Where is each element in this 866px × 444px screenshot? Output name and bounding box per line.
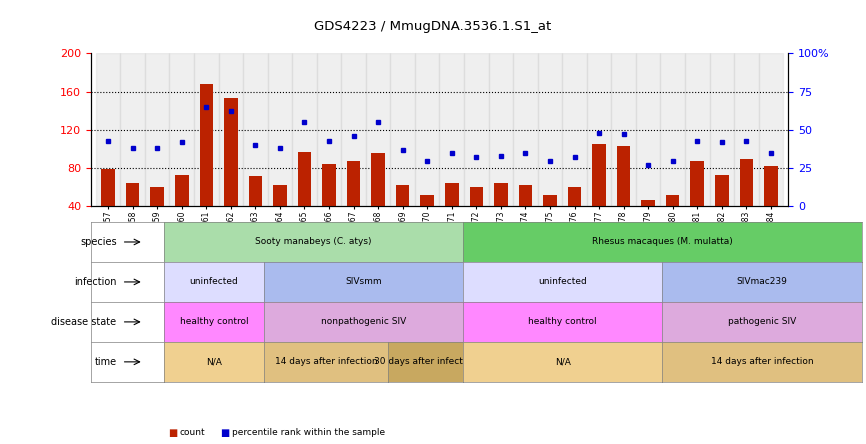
Bar (96, 53, 120, 206)
Bar (562, 53, 587, 206)
Bar (715, 175, 728, 245)
Bar (101, 169, 115, 245)
Text: infection: infection (74, 277, 117, 287)
Bar (440, 53, 464, 206)
Bar (120, 53, 145, 206)
Bar (170, 53, 194, 206)
Bar (592, 144, 606, 245)
Text: nonpathogenic SIV: nonpathogenic SIV (320, 317, 406, 326)
Bar (734, 53, 759, 206)
Bar (642, 200, 655, 245)
Bar (587, 53, 611, 206)
Bar (740, 159, 753, 245)
Bar (341, 53, 365, 206)
Bar (391, 53, 415, 206)
Bar (661, 53, 685, 206)
Bar (218, 53, 243, 206)
Bar (415, 53, 440, 206)
Bar (488, 53, 514, 206)
Bar (249, 176, 262, 245)
Text: species: species (80, 237, 117, 247)
Bar (666, 195, 680, 245)
Bar (346, 162, 360, 245)
Bar (759, 53, 783, 206)
Text: pathogenic SIV: pathogenic SIV (728, 317, 796, 326)
Bar (764, 166, 778, 245)
Text: healthy control: healthy control (528, 317, 597, 326)
Bar (396, 186, 410, 245)
Text: healthy control: healthy control (179, 317, 249, 326)
Bar (685, 53, 709, 206)
Bar (636, 53, 661, 206)
Bar (709, 53, 734, 206)
Bar (469, 187, 483, 245)
Text: disease state: disease state (51, 317, 117, 327)
Bar (690, 162, 704, 245)
Bar (538, 53, 562, 206)
Bar (199, 84, 213, 245)
Text: ■: ■ (221, 428, 229, 438)
Text: 14 days after infection: 14 days after infection (711, 357, 813, 366)
Text: time: time (94, 357, 117, 367)
Bar (292, 53, 317, 206)
Bar (421, 195, 434, 245)
Bar (494, 182, 507, 245)
Bar (224, 98, 237, 245)
Bar (611, 53, 636, 206)
Text: 30 days after infection: 30 days after infection (374, 357, 477, 366)
Text: GDS4223 / MmugDNA.3536.1.S1_at: GDS4223 / MmugDNA.3536.1.S1_at (314, 20, 552, 33)
Bar (322, 164, 336, 245)
Bar (568, 187, 581, 245)
Text: Rhesus macaques (M. mulatta): Rhesus macaques (M. mulatta) (592, 238, 733, 246)
Bar (372, 153, 385, 245)
Text: N/A: N/A (555, 357, 571, 366)
Bar (298, 152, 311, 245)
Bar (365, 53, 391, 206)
Bar (126, 182, 139, 245)
Bar (145, 53, 170, 206)
Text: count: count (180, 428, 205, 437)
Bar (514, 53, 538, 206)
Bar (151, 187, 164, 245)
Bar (268, 53, 292, 206)
Bar (519, 186, 533, 245)
Text: SIVmac239: SIVmac239 (737, 278, 787, 286)
Bar (317, 53, 341, 206)
Bar (445, 182, 458, 245)
Text: SIVsmm: SIVsmm (346, 278, 382, 286)
Bar (617, 146, 630, 245)
Text: 14 days after infection: 14 days after infection (275, 357, 378, 366)
Bar (175, 175, 189, 245)
Bar (464, 53, 488, 206)
Bar (194, 53, 218, 206)
Text: uninfected: uninfected (539, 278, 587, 286)
Bar (243, 53, 268, 206)
Bar (273, 186, 287, 245)
Text: percentile rank within the sample: percentile rank within the sample (232, 428, 385, 437)
Text: N/A: N/A (206, 357, 222, 366)
Text: uninfected: uninfected (190, 278, 238, 286)
Bar (543, 195, 557, 245)
Text: ■: ■ (169, 428, 178, 438)
Text: Sooty manabeys (C. atys): Sooty manabeys (C. atys) (255, 238, 372, 246)
